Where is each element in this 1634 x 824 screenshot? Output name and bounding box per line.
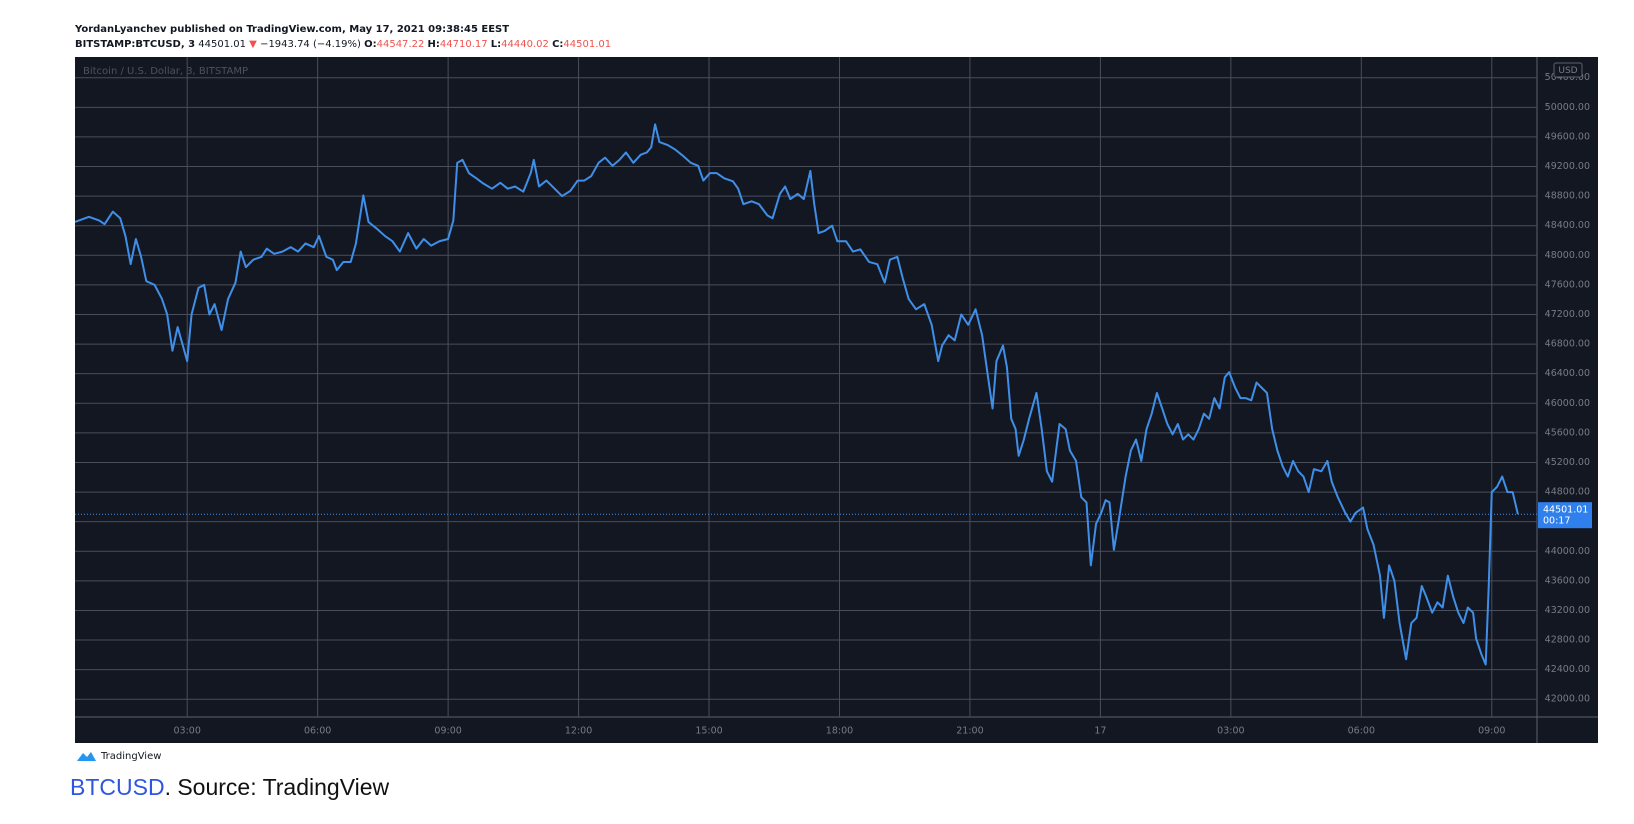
last-price-tag	[1538, 502, 1592, 529]
x-tick-label: 12:00	[565, 726, 592, 737]
arrow: ▼	[249, 39, 257, 50]
open: 44547.22	[376, 39, 425, 50]
y-tick-label: 42400.00	[1545, 664, 1590, 675]
price: 44501.01	[198, 39, 246, 50]
y-tick-label: 44000.00	[1545, 546, 1590, 557]
currency-badge	[1553, 62, 1583, 78]
low-label: L:	[490, 39, 502, 50]
x-tick-label: 03:00	[173, 726, 200, 737]
x-tick-label: 06:00	[304, 726, 331, 737]
close-label: C:	[552, 39, 564, 50]
countdown: 00:17	[1543, 516, 1570, 527]
x-tick-label: 06:00	[1348, 726, 1375, 737]
y-tick-label: 48400.00	[1545, 220, 1590, 231]
y-tick-label: 42000.00	[1545, 694, 1590, 705]
x-tick-label: 21:00	[956, 726, 983, 737]
logo: TradingView	[75, 750, 161, 762]
y-tick-label: 50000.00	[1545, 102, 1590, 113]
symbol: BITSTAMP:BTCUSD, 3	[75, 39, 196, 50]
y-tick-label: 50400.00	[1545, 72, 1590, 83]
last-price: 44501.01	[1543, 505, 1588, 516]
y-tick-label: 48000.00	[1545, 250, 1590, 261]
y-tick-label: 46000.00	[1545, 398, 1590, 409]
y-tick-label: 42800.00	[1545, 635, 1590, 646]
y-tick-label: 47600.00	[1545, 279, 1590, 290]
y-tick-label: 49600.00	[1545, 131, 1590, 142]
x-tick-label: 17	[1094, 726, 1106, 737]
y-tick-label: 46800.00	[1545, 339, 1590, 350]
y-tick-label: 45600.00	[1545, 427, 1590, 438]
y-tick-label: 43600.00	[1545, 575, 1590, 586]
y-tick-label: 48800.00	[1545, 191, 1590, 202]
logo-text: TradingView	[101, 750, 162, 762]
x-tick-label: 09:00	[434, 726, 461, 737]
logo-icon	[77, 752, 96, 761]
y-tick-label: 46400.00	[1545, 368, 1590, 379]
ohlc-line: BITSTAMP:BTCUSD, 3 44501.01 ▼ −1943.74 (…	[75, 39, 611, 50]
caption-link[interactable]: BTCUSD	[70, 774, 165, 800]
x-tick-label: 18:00	[826, 726, 853, 737]
open-label: O:	[364, 39, 377, 50]
x-tick-label: 03:00	[1217, 726, 1244, 737]
close: 44501.01	[563, 39, 612, 50]
publisher-line: YordanLyanchev published on TradingView.…	[75, 24, 509, 35]
x-tick-label: 15:00	[695, 726, 722, 737]
y-tick-label: 44800.00	[1545, 487, 1590, 498]
high-label: H:	[427, 39, 440, 50]
y-tick-label: 43200.00	[1545, 605, 1590, 616]
caption-text: . Source: TradingView	[164, 774, 390, 800]
change: −1943.74 (−4.19%)	[260, 39, 361, 50]
low: 44440.02	[501, 39, 549, 50]
price-line	[75, 123, 1519, 666]
high: 44710.17	[439, 39, 488, 50]
publisher: YordanLyanchev published on TradingView.…	[75, 24, 510, 35]
chart-title: Bitcoin / U.S. Dollar, 3, BITSTAMP	[83, 66, 248, 77]
y-tick-label: 45200.00	[1545, 457, 1590, 468]
currency: USD	[1558, 66, 1577, 76]
y-tick-label: 47200.00	[1545, 309, 1590, 320]
chart-background	[75, 57, 1598, 743]
caption: BTCUSD. Source: TradingView	[70, 774, 389, 801]
y-tick-label: 49200.00	[1545, 161, 1590, 172]
x-tick-label: 09:00	[1478, 726, 1505, 737]
